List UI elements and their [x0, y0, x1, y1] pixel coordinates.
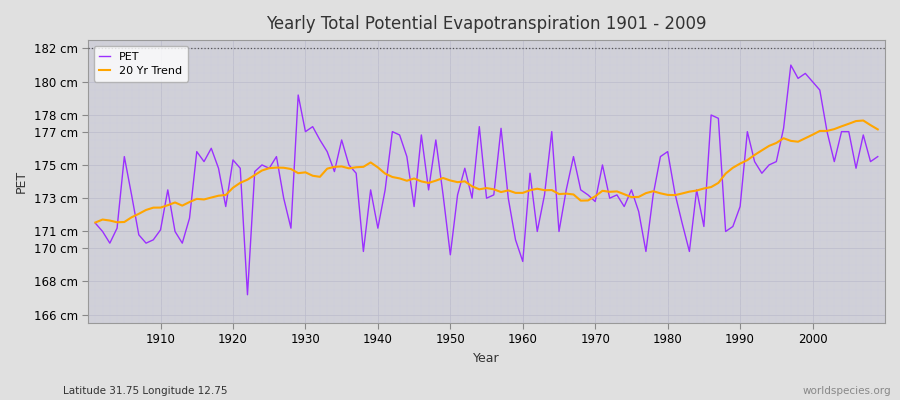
20 Yr Trend [518, 190, 528, 195]
20 Yr Trend [858, 118, 868, 123]
PET [358, 249, 369, 254]
PET [518, 259, 528, 264]
Line: PET: PET [95, 65, 878, 295]
Title: Yearly Total Potential Evapotranspiration 1901 - 2009: Yearly Total Potential Evapotranspiratio… [266, 15, 706, 33]
PET [90, 221, 101, 226]
20 Yr Trend [307, 173, 318, 178]
Y-axis label: PET: PET [15, 170, 28, 193]
20 Yr Trend [510, 190, 521, 195]
20 Yr Trend [604, 190, 615, 194]
20 Yr Trend [90, 220, 101, 225]
PET [242, 292, 253, 297]
PET [612, 192, 623, 197]
20 Yr Trend [872, 127, 883, 132]
20 Yr Trend [148, 205, 158, 210]
PET [786, 63, 796, 68]
PET [525, 171, 535, 176]
Text: worldspecies.org: worldspecies.org [803, 386, 891, 396]
PET [872, 154, 883, 159]
Text: Latitude 31.75 Longitude 12.75: Latitude 31.75 Longitude 12.75 [63, 386, 228, 396]
Line: 20 Yr Trend: 20 Yr Trend [95, 120, 878, 222]
PET [148, 238, 158, 242]
X-axis label: Year: Year [473, 352, 500, 365]
PET [314, 138, 325, 142]
20 Yr Trend [351, 165, 362, 170]
Legend: PET, 20 Yr Trend: PET, 20 Yr Trend [94, 46, 188, 82]
